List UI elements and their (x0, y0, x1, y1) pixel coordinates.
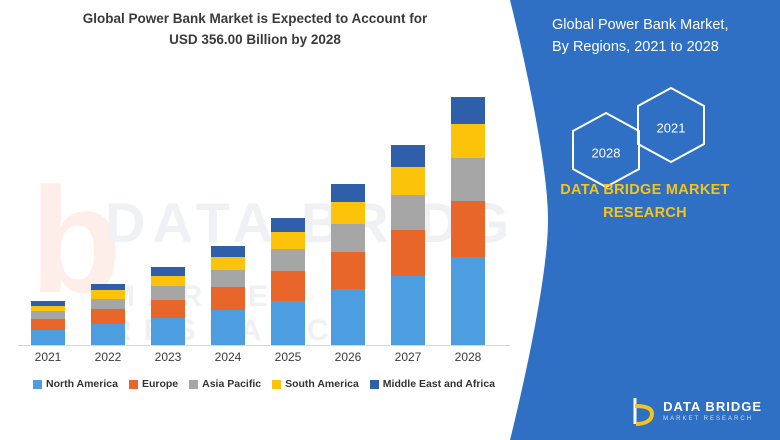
bar-segment (91, 298, 125, 310)
bar-segment (211, 246, 245, 257)
brand-line2: RESEARCH (603, 205, 687, 221)
x-axis-line (18, 345, 510, 346)
bar-group (91, 283, 125, 345)
x-axis-tick-label: 2026 (334, 350, 362, 364)
page-title-line2: USD 356.00 Billion by 2028 (169, 32, 341, 47)
footer-logo: DATA BRIDGE MARKET RESEARCH (630, 396, 762, 426)
legend-item[interactable]: South America (272, 378, 359, 390)
x-axis-tick-label: 2021 (34, 350, 62, 364)
bar-segment (271, 270, 305, 301)
bar-segment (271, 300, 305, 345)
footer-logo-name: DATA BRIDGE (663, 399, 762, 414)
bar-segment (271, 218, 305, 232)
bar-segment (91, 290, 125, 299)
panel-title-line1: Global Power Bank Market, (552, 17, 729, 33)
bar-segment (331, 184, 365, 202)
bar-segment (271, 248, 305, 271)
bar-segment (151, 267, 185, 276)
legend-label: North America (45, 378, 118, 390)
bar-segment (151, 299, 185, 319)
bar-group (31, 300, 65, 345)
legend-swatch (369, 379, 379, 389)
bar-chart-plot (18, 95, 510, 345)
bar-segment (211, 270, 245, 288)
bar-segment (451, 256, 485, 345)
bar-group (391, 145, 425, 345)
bridge-logo-icon (630, 396, 656, 426)
panel-curve-shape (510, 0, 550, 440)
legend-swatch (128, 379, 138, 389)
legend-item[interactable]: Europe (128, 378, 179, 390)
legend-item[interactable]: Asia Pacific (189, 378, 261, 390)
x-axis-tick-label: 2022 (94, 350, 122, 364)
page-title-line1: Global Power Bank Market is Expected to … (82, 11, 428, 26)
legend-label: Middle East and Africa (382, 378, 496, 390)
bar-segment (331, 201, 365, 224)
bar-group (271, 218, 305, 345)
legend-item[interactable]: Middle East and Africa (369, 378, 496, 390)
bar-segment (391, 275, 425, 345)
bar-segment (391, 167, 425, 196)
bar-group (331, 184, 365, 345)
bar-segment (31, 300, 65, 306)
chart-legend: North America Europe Asia Pacific South Ame… (14, 374, 514, 394)
bar-segment (151, 318, 185, 345)
right-panel: Global Power Bank Market, By Regions, 20… (510, 0, 780, 440)
bar-group (151, 267, 185, 345)
hexagon-outline-icon (637, 86, 705, 164)
bar-segment (151, 286, 185, 300)
bar-segment (91, 309, 125, 324)
legend-label: South America (285, 378, 359, 390)
x-axis-tick-label: 2025 (274, 350, 302, 364)
footer-logo-sub: MARKET RESEARCH (663, 416, 754, 422)
bar-group (211, 246, 245, 345)
bar-segment (451, 96, 485, 124)
footer-logo-text: DATA BRIDGE MARKET RESEARCH (663, 400, 762, 422)
x-axis-tick-label: 2027 (394, 350, 422, 364)
panel-title: Global Power Bank Market, By Regions, 20… (552, 14, 767, 58)
bar-segment (391, 195, 425, 230)
bar-segment (331, 251, 365, 290)
x-axis-tick-label: 2023 (154, 350, 182, 364)
bar-segment (451, 158, 485, 201)
x-axis-tick-label: 2028 (454, 350, 482, 364)
bar-segment (91, 323, 125, 345)
bar-segment (31, 329, 65, 345)
bar-segment (31, 311, 65, 320)
bar-segment (31, 319, 65, 330)
legend-label: Asia Pacific (202, 378, 262, 390)
hexagon-2021: 2021 (635, 85, 707, 170)
bar-segment (331, 223, 365, 252)
legend-swatch (189, 379, 199, 389)
bar-segment (391, 145, 425, 168)
panel-title-line2: By Regions, 2021 to 2028 (552, 39, 719, 55)
hexagon-2021-label: 2021 (656, 120, 686, 135)
page-title: Global Power Bank Market is Expected to … (0, 8, 510, 50)
bar-segment (391, 229, 425, 276)
legend-swatch (272, 379, 282, 389)
bar-segment (211, 256, 245, 271)
bar-segment (271, 231, 305, 249)
brand-line1: DATA BRIDGE MARKET (560, 182, 730, 198)
bar-group (451, 96, 485, 345)
bar-segment (211, 310, 245, 345)
bar-segment (451, 200, 485, 257)
bar-segment (211, 287, 245, 311)
bar-segment (451, 123, 485, 159)
legend-item[interactable]: North America (32, 378, 118, 390)
x-axis-tick-label: 2024 (214, 350, 242, 364)
bar-segment (151, 275, 185, 287)
legend-label: Europe (141, 378, 179, 390)
bar-segment (331, 289, 365, 345)
hexagon-2028-label: 2028 (591, 145, 621, 160)
bar-segment (91, 283, 125, 291)
bar-segment (31, 305, 65, 312)
legend-swatch (32, 379, 42, 389)
